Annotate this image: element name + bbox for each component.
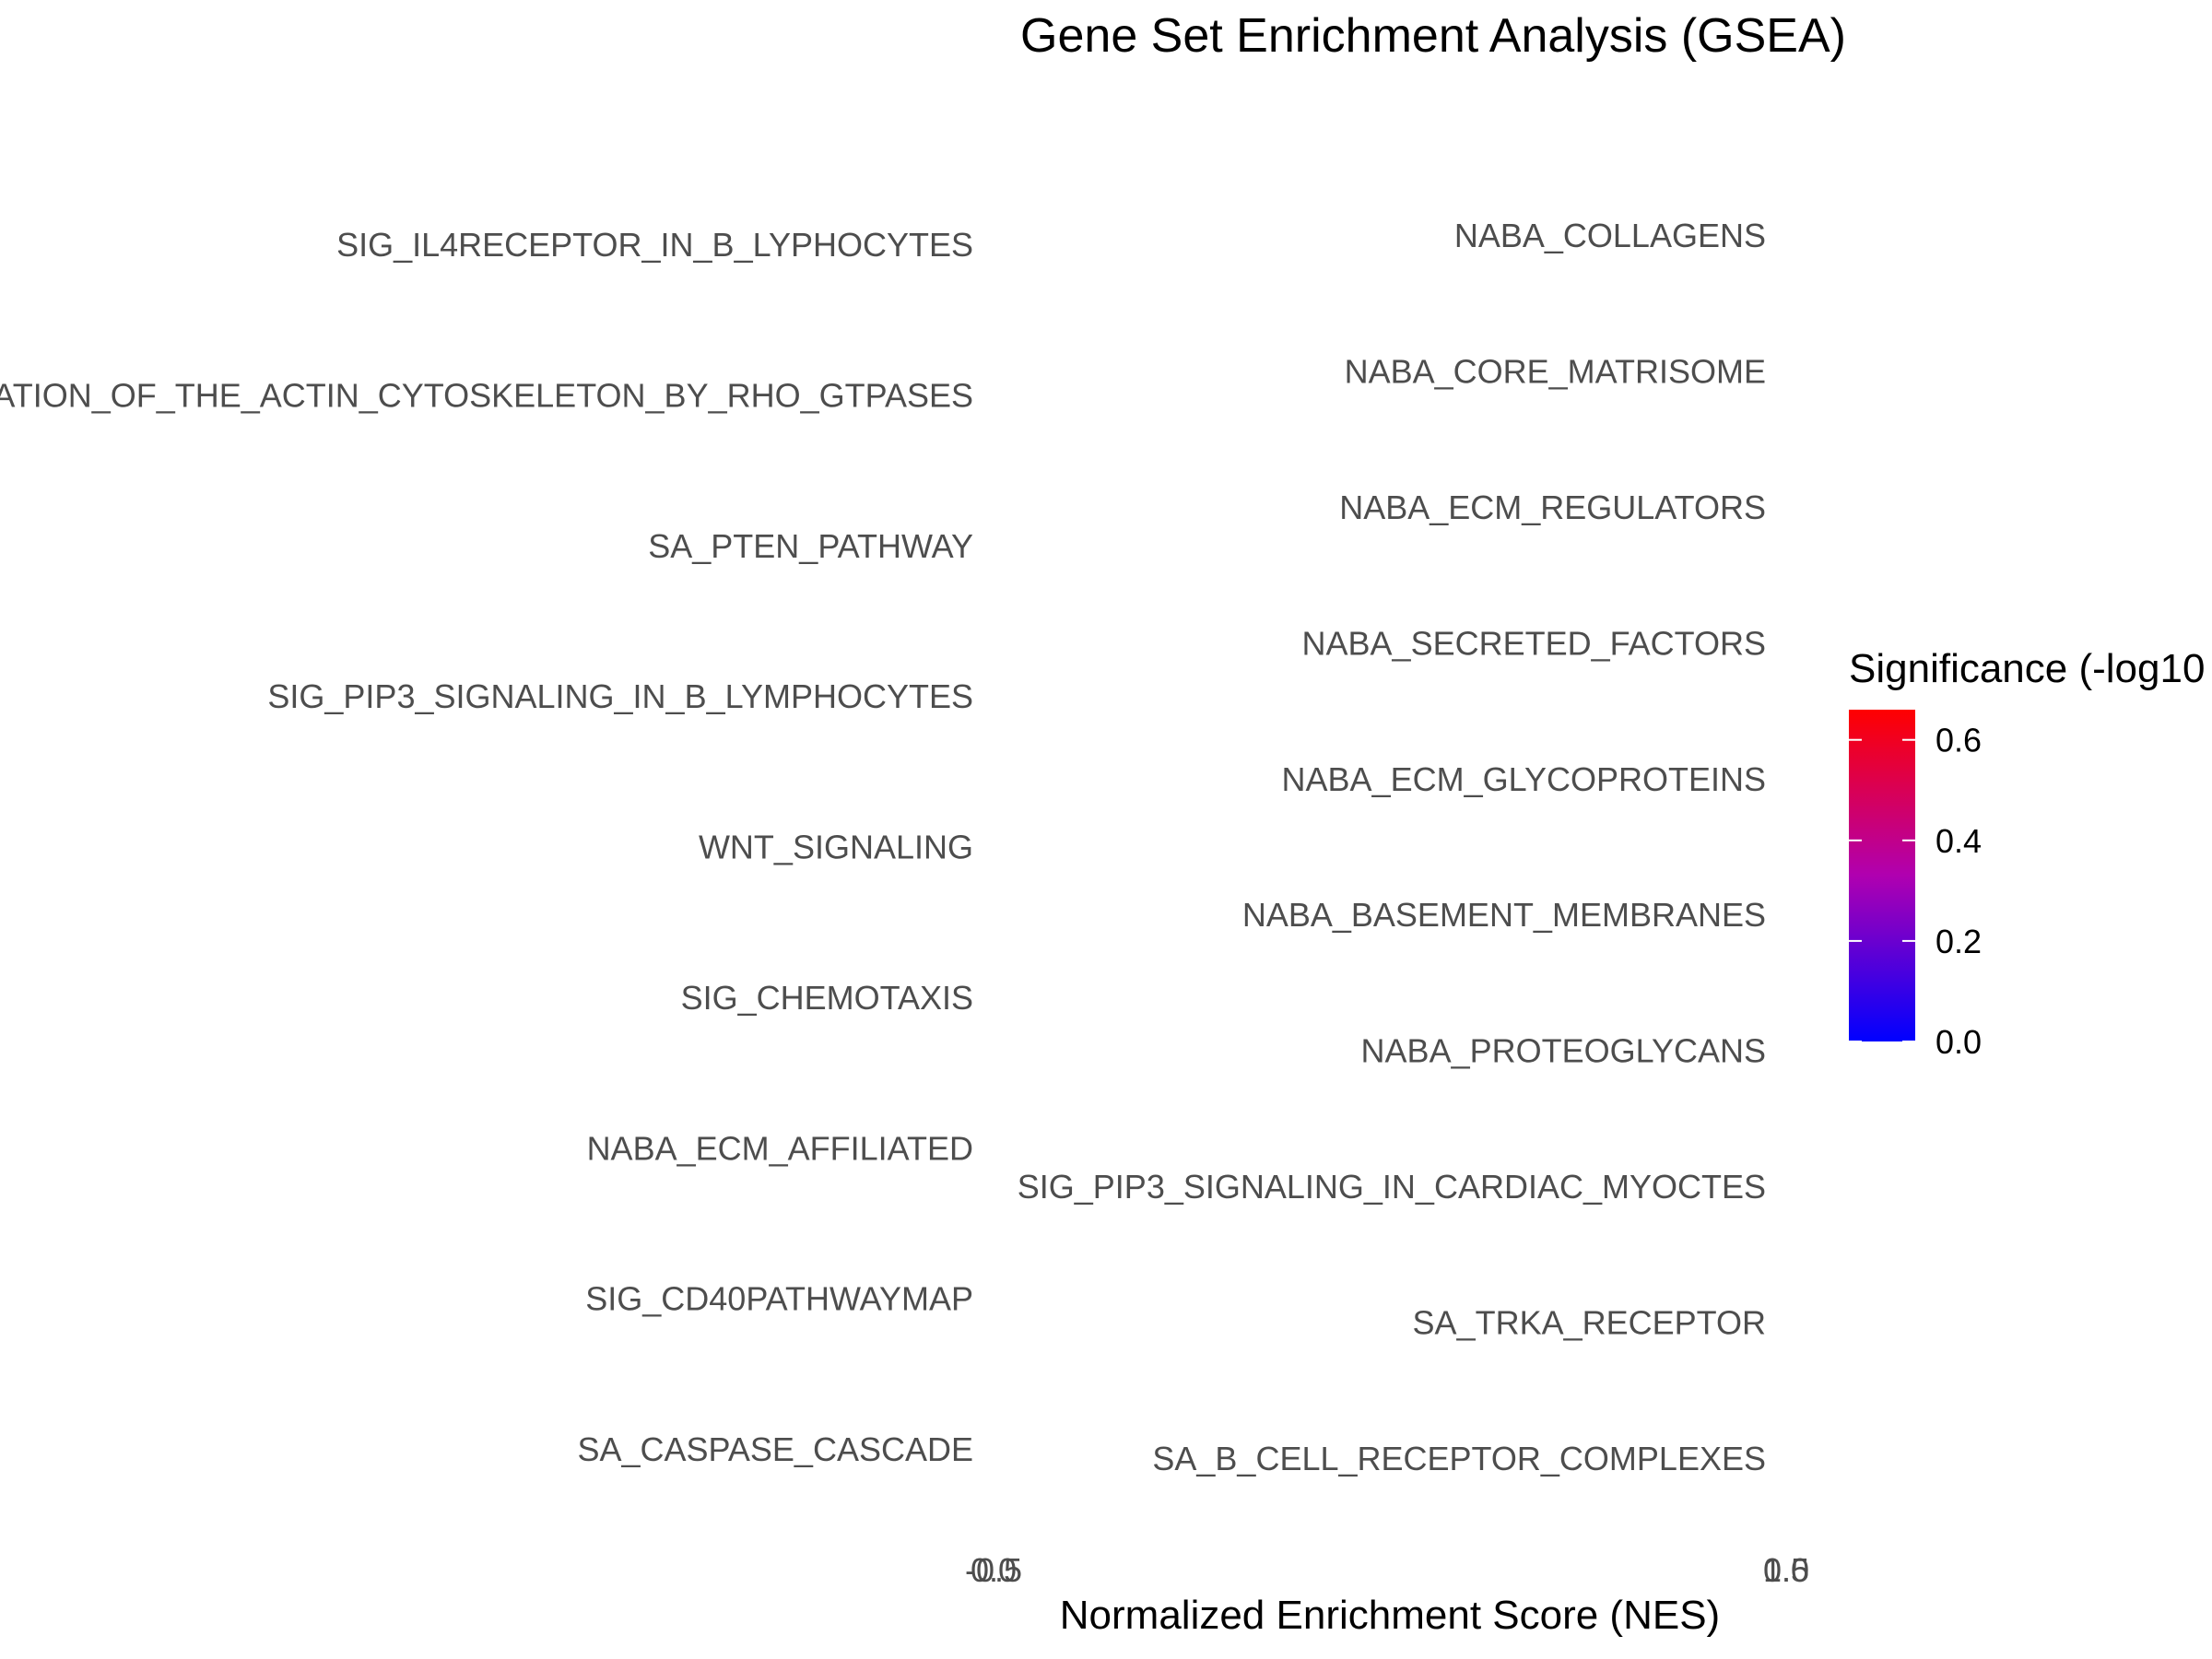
left-panel-category-labels: SIG_IL4RECEPTOR_IN_B_LYPHOCYTES ATION_OF_… [0, 226, 973, 1468]
right-category-label: NABA_BASEMENT_MEMBRANES [1242, 896, 1766, 934]
right-category-label: NABA_SECRETED_FACTORS [1302, 624, 1766, 662]
x-axis-label: Normalized Enrichment Score (NES) [1060, 1593, 1720, 1638]
chart-title: Gene Set Enrichment Analysis (GSEA) [1020, 9, 1846, 63]
legend-color-bar [1849, 710, 1915, 1041]
left-category-label: WNT_SIGNALING [699, 829, 973, 866]
right-panel-category-labels: NABA_COLLAGENS NABA_CORE_MATRISOME NABA_EC… [1018, 217, 1766, 1477]
x-tick-label: 0.0 [971, 1551, 1017, 1589]
left-category-label: ATION_OF_THE_ACTIN_CYTOSKELETON_BY_RHO_G… [0, 376, 973, 414]
left-category-label: NABA_ECM_AFFILIATED [587, 1129, 973, 1167]
right-category-label: SIG_PIP3_SIGNALING_IN_CARDIAC_MYOCTES [1018, 1168, 1766, 1206]
left-category-label: SIG_PIP3_SIGNALING_IN_B_LYMPHOCYTES [267, 677, 973, 715]
right-category-label: NABA_ECM_GLYCOPROTEINS [1282, 760, 1766, 798]
left-category-label: SIG_IL4RECEPTOR_IN_B_LYPHOCYTES [336, 226, 973, 264]
legend-ticks: 0.0 0.2 0.4 0.6 [1849, 722, 1982, 1061]
left-category-label: SIG_CHEMOTAXIS [681, 979, 973, 1017]
x-axis-tick-labels: -0.50.0 0.01.5 [965, 1551, 1809, 1589]
significance-legend: Significance (-log10 0.0 0.2 0.4 0.6 [1849, 646, 2205, 1061]
right-category-label: NABA_PROTEOGLYCANS [1361, 1032, 1766, 1070]
left-category-label: SIG_CD40PATHWAYMAP [585, 1280, 973, 1318]
right-category-label: SA_B_CELL_RECEPTOR_COMPLEXES [1152, 1440, 1766, 1477]
legend-tick-label: 0.6 [1936, 722, 1982, 759]
right-category-label: NABA_COLLAGENS [1454, 217, 1766, 254]
legend-tick-label: 0.0 [1936, 1023, 1982, 1061]
legend-title: Significance (-log10 [1849, 646, 2205, 691]
legend-tick-label: 0.4 [1936, 822, 1982, 860]
x-tick-label: 0.0 [1763, 1551, 1809, 1589]
right-category-label: NABA_ECM_REGULATORS [1339, 488, 1766, 526]
right-category-label: NABA_CORE_MATRISOME [1345, 352, 1766, 390]
x-tick-label: -0.5 [965, 1551, 1022, 1589]
left-category-label: SA_CASPASE_CASCADE [577, 1430, 973, 1468]
left-category-label: SA_PTEN_PATHWAY [648, 527, 973, 565]
legend-tick-label: 0.2 [1936, 923, 1982, 960]
x-tick-label: 1.5 [1763, 1551, 1809, 1589]
right-category-label: SA_TRKA_RECEPTOR [1413, 1304, 1766, 1342]
